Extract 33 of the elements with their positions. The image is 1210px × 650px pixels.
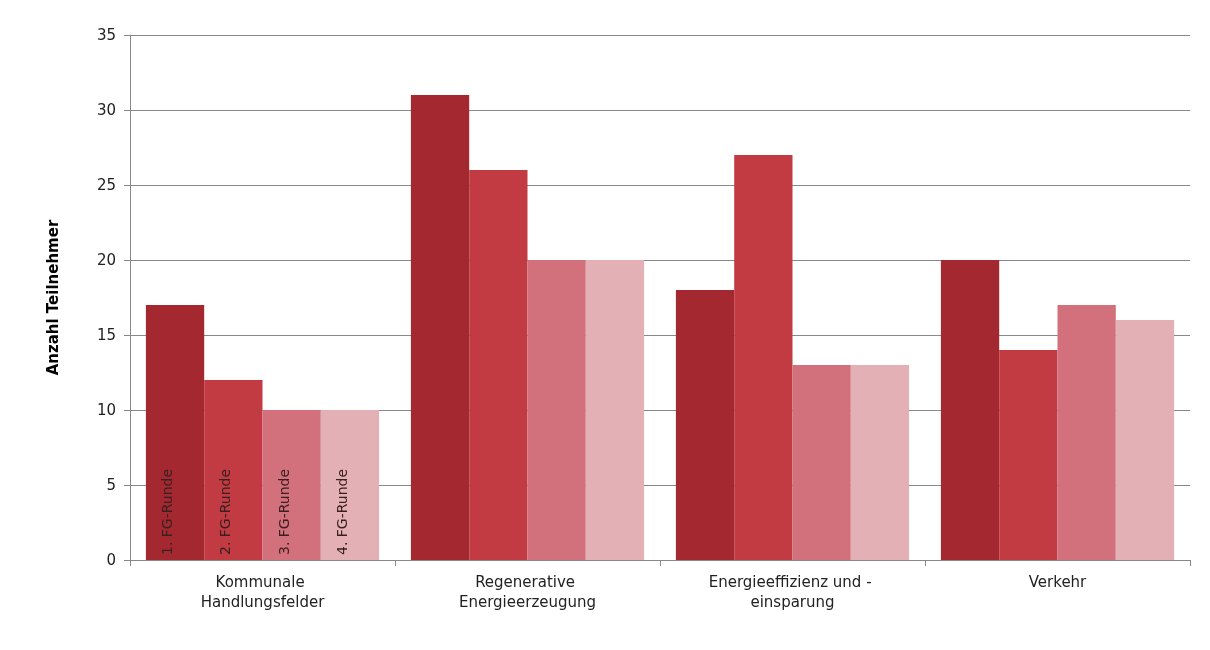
bar — [999, 350, 1058, 560]
bar — [1115, 320, 1175, 560]
x-tick-label: Verkehr — [1028, 573, 1088, 591]
bar — [585, 260, 645, 560]
series-label: 2. FG-Runde — [217, 468, 234, 555]
bar — [940, 260, 1000, 560]
bar — [262, 410, 321, 560]
y-tick-label: 10 — [96, 401, 116, 419]
bar — [469, 170, 528, 560]
bar — [792, 365, 851, 560]
y-tick-label: 15 — [96, 326, 116, 344]
bar — [850, 365, 910, 560]
bar — [410, 95, 470, 560]
y-axis-title: Anzahl Teilnehmer — [43, 219, 62, 376]
y-tick-label: 5 — [106, 476, 116, 494]
x-tick-label: Energieeffizienz und - einsparung — [708, 573, 877, 611]
y-tick-label: 35 — [96, 26, 116, 44]
bar — [527, 260, 586, 560]
bar — [320, 410, 380, 560]
y-tick-label: 20 — [96, 251, 116, 269]
y-tick-label: 0 — [106, 551, 116, 569]
bar — [145, 305, 205, 560]
bar — [734, 155, 793, 560]
bar — [1057, 305, 1116, 560]
x-tick-label: Kommunale Handlungsfelder — [200, 573, 326, 611]
series-label: 3. FG-Runde — [275, 468, 292, 555]
bar — [204, 380, 263, 560]
y-tick-label: 25 — [96, 176, 116, 194]
bar — [675, 290, 735, 560]
y-tick-label: 30 — [96, 101, 116, 119]
series-label: 1. FG-Runde — [159, 468, 176, 555]
x-tick-label: Regenerative Energieerzeugung — [458, 573, 597, 611]
series-label: 4. FG-Runde — [333, 468, 350, 555]
